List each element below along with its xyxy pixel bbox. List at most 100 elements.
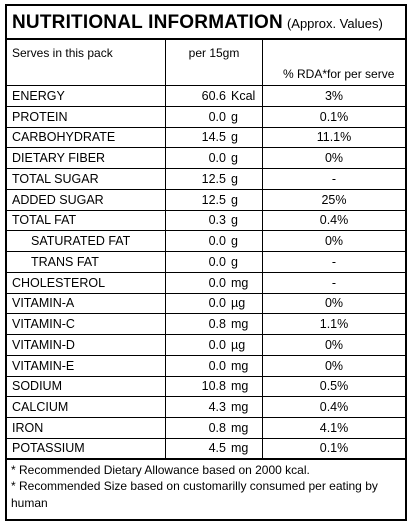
nutrient-name: VITAMIN-A xyxy=(7,293,166,314)
nutrient-name: TRANS FAT xyxy=(7,252,166,272)
nutrient-unit: g xyxy=(231,130,238,145)
nutrient-rda: 25% xyxy=(321,192,347,207)
nutrient-value: 4.5 xyxy=(208,441,226,456)
table-row: VITAMIN-E 0.0 mg 0% xyxy=(7,355,405,377)
table-row: TOTAL FAT 0.3 g 0.4% xyxy=(7,210,405,232)
nutrient-name: TOTAL FAT xyxy=(7,210,166,231)
nutrient-unit: g xyxy=(231,171,238,186)
table-row: CARBOHYDRATE 14.5 g 11.1% xyxy=(7,127,405,149)
nutrient-name: VITAMIN-C xyxy=(7,314,166,334)
header-serves: Serves in this pack xyxy=(7,40,166,85)
table-header: Serves in this pack per 15gm % RDA*for p… xyxy=(7,40,405,86)
nutrient-value: 0.0 xyxy=(208,234,226,249)
nutrient-rda: 3% xyxy=(324,88,344,103)
table-row: PROTEIN 0.0 g 0.1% xyxy=(7,106,405,128)
nutrient-unit: mg xyxy=(231,420,249,435)
nutrient-name: ADDED SUGAR xyxy=(7,189,166,210)
nutrient-unit: g xyxy=(231,213,238,228)
nutrient-amount: 60.6 Kcal xyxy=(166,86,263,106)
nutrient-amount: 0.8 mg xyxy=(166,418,263,438)
nutrient-amount: 0.3 g xyxy=(166,210,263,231)
nutrient-amount: 0.0 µg xyxy=(166,293,263,314)
nutrient-rda: 0% xyxy=(324,337,344,352)
nutrient-name: POTASSIUM xyxy=(7,438,166,458)
nutrient-value: 60.6 xyxy=(201,88,226,103)
nutrient-rda: 11.1% xyxy=(316,130,352,145)
nutrient-rda: 0% xyxy=(324,151,344,166)
nutrient-rda: 4.1% xyxy=(319,420,349,435)
nutrient-table: ENERGY 60.6 Kcal 3% PROTEIN 0.0 g 0.1% CARBOHYDR… xyxy=(7,86,405,460)
nutrient-name: SODIUM xyxy=(7,376,166,397)
nutrient-name: IRON xyxy=(7,418,166,438)
table-row: IRON 0.8 mg 4.1% xyxy=(7,418,405,439)
nutrient-amount: 14.5 g xyxy=(166,127,263,148)
nutrient-value: 0.0 xyxy=(208,275,226,290)
nutrient-rda: 0.4% xyxy=(319,213,349,228)
nutrient-amount: 0.0 mg xyxy=(166,272,263,293)
nutrient-rda: - xyxy=(331,171,337,186)
nutrient-value: 12.5 xyxy=(201,192,226,207)
nutrient-amount: 0.0 g xyxy=(166,252,263,272)
nutrient-unit: µg xyxy=(231,296,246,311)
table-row: VITAMIN-A 0.0 µg 0% xyxy=(7,293,405,315)
table-row: SODIUM 10.8 mg 0.5% xyxy=(7,376,405,398)
table-row: ENERGY 60.6 Kcal 3% xyxy=(7,86,405,107)
nutrient-value: 12.5 xyxy=(201,171,226,186)
nutrient-name: DIETARY FIBER xyxy=(7,148,166,168)
nutrient-value: 0.0 xyxy=(208,254,226,269)
nutrient-name: TOTAL SUGAR xyxy=(7,169,166,189)
nutrient-amount: 0.0 g xyxy=(166,231,263,251)
nutrient-amount: 0.0 g xyxy=(166,106,263,127)
nutrient-value: 0.0 xyxy=(208,358,226,373)
nutrient-name: ENERGY xyxy=(7,86,166,106)
nutrient-rda: 0.5% xyxy=(319,379,349,394)
nutrient-rda: 0.1% xyxy=(319,441,349,456)
nutrient-unit: mg xyxy=(231,400,249,415)
nutrient-rda: 0.1% xyxy=(319,109,349,124)
page-subtitle: (Approx. Values) xyxy=(286,16,383,31)
header-per: per 15gm xyxy=(166,40,263,85)
nutrient-rda: 0.4% xyxy=(319,400,349,415)
table-row: CHOLESTEROL 0.0 mg - xyxy=(7,272,405,294)
nutrient-unit: mg xyxy=(231,317,249,332)
table-row: CALCIUM 4.3 mg 0.4% xyxy=(7,397,405,418)
nutrient-rda: - xyxy=(331,275,337,290)
nutrient-unit: Kcal xyxy=(231,88,256,103)
header-rda: % RDA*for per serve xyxy=(283,67,395,81)
nutrient-amount: 4.3 mg xyxy=(166,397,263,417)
title-row: NUTRITIONAL INFORMATION (Approx. Values) xyxy=(7,6,405,40)
nutrient-value: 4.3 xyxy=(208,400,226,415)
table-row: TRANS FAT 0.0 g - xyxy=(7,252,405,273)
nutrient-amount: 12.5 g xyxy=(166,189,263,210)
nutrient-amount: 0.8 mg xyxy=(166,314,263,334)
table-row: VITAMIN-C 0.8 mg 1.1% xyxy=(7,314,405,335)
nutrient-value: 14.5 xyxy=(201,130,226,145)
nutrient-amount: 0.0 µg xyxy=(166,335,263,355)
table-row: TOTAL SUGAR 12.5 g - xyxy=(7,169,405,190)
nutrition-panel: NUTRITIONAL INFORMATION (Approx. Values)… xyxy=(5,4,407,521)
nutrient-value: 0.8 xyxy=(208,317,226,332)
table-row: DIETARY FIBER 0.0 g 0% xyxy=(7,148,405,169)
page-title: NUTRITIONAL INFORMATION xyxy=(12,12,283,33)
footnote-rda: * Recommended Dietary Allowance based on… xyxy=(11,462,310,477)
nutrient-value: 0.0 xyxy=(208,296,226,311)
nutrient-unit: g xyxy=(231,192,238,207)
nutrient-value: 0.0 xyxy=(208,337,226,352)
nutrient-amount: 0.0 mg xyxy=(166,355,263,376)
nutrient-rda: 0% xyxy=(324,358,344,373)
nutrient-name: CHOLESTEROL xyxy=(7,272,166,293)
nutrient-unit: g xyxy=(231,109,238,124)
nutrient-unit: mg xyxy=(231,275,249,290)
nutrient-unit: g xyxy=(231,254,238,269)
nutrient-unit: mg xyxy=(231,441,249,456)
footnote-size: * Recommended Size based on customarilly… xyxy=(11,479,378,510)
nutrient-unit: mg xyxy=(231,358,249,373)
nutrient-value: 0.8 xyxy=(208,420,226,435)
nutrient-name: SATURATED FAT xyxy=(7,231,166,251)
nutrient-amount: 0.0 g xyxy=(166,148,263,168)
table-row: SATURATED FAT 0.0 g 0% xyxy=(7,231,405,252)
nutrient-unit: µg xyxy=(231,337,246,352)
nutrient-amount: 10.8 mg xyxy=(166,376,263,397)
table-row: VITAMIN-D 0.0 µg 0% xyxy=(7,335,405,356)
nutrient-rda: 1.1% xyxy=(319,317,349,332)
